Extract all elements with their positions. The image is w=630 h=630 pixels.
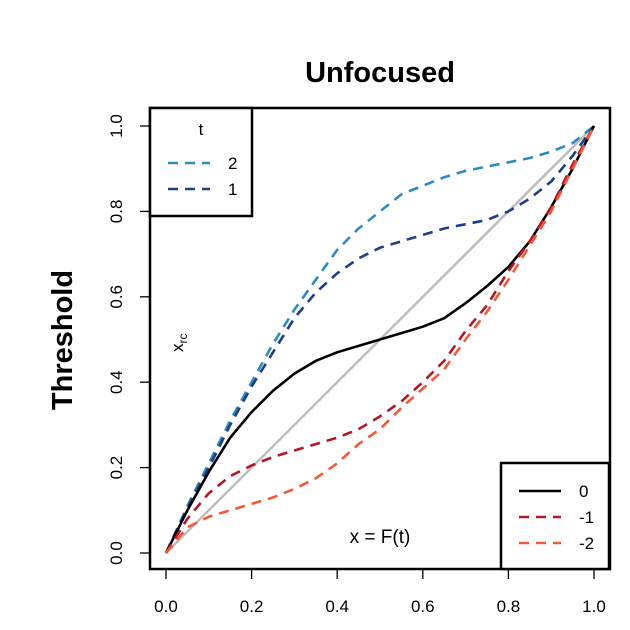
x-tick-label: 0.8 bbox=[497, 597, 521, 616]
legend-bottom-item-label: 0 bbox=[579, 482, 588, 501]
y-tick-label: 0.2 bbox=[107, 456, 126, 480]
x-tick-label: 0.6 bbox=[411, 597, 435, 616]
x-axis: 0.0 0.2 0.4 0.6 0.8 1.0 bbox=[154, 568, 606, 616]
y-tick-label: 0.6 bbox=[107, 285, 126, 309]
legend-top: t 2 1 bbox=[148, 106, 254, 218]
x-tick-label: 0.2 bbox=[240, 597, 264, 616]
series-line-tm1 bbox=[164, 125, 596, 554]
y-axis: 0.0 0.2 0.4 0.6 0.8 1.0 bbox=[107, 114, 151, 565]
chart-title: Unfocused bbox=[305, 57, 455, 89]
legend-bottom: 0 -1 -2 bbox=[499, 461, 611, 571]
legend-top-box bbox=[148, 106, 254, 218]
series-layer bbox=[164, 124, 596, 554]
series-line-t2 bbox=[164, 124, 595, 554]
legend-top-item-label: 2 bbox=[228, 154, 237, 173]
legend-top-title: t bbox=[199, 120, 204, 139]
x-tick-label: 0.4 bbox=[325, 597, 349, 616]
series-line-tm2 bbox=[165, 125, 596, 554]
x-rc-subscript: rc bbox=[176, 334, 190, 344]
legend-bottom-item-label: -1 bbox=[579, 508, 594, 527]
x-rc-base: x bbox=[168, 343, 187, 352]
x-rc-annotation: xrc bbox=[168, 334, 190, 353]
series-line-t1 bbox=[164, 125, 596, 554]
legend-bottom-item-label: -2 bbox=[579, 534, 594, 553]
x-equals-annotation: x = F(t) bbox=[350, 527, 411, 548]
y-tick-label: 0.4 bbox=[107, 370, 126, 394]
legend-top-item-label: 1 bbox=[228, 180, 237, 199]
x-tick-label: 1.0 bbox=[582, 597, 606, 616]
y-tick-label: 1.0 bbox=[107, 114, 126, 138]
y-axis-label: Threshold bbox=[47, 270, 79, 410]
y-tick-label: 0.0 bbox=[107, 541, 126, 565]
y-tick-label: 0.8 bbox=[107, 200, 126, 224]
x-tick-label: 0.0 bbox=[154, 597, 178, 616]
